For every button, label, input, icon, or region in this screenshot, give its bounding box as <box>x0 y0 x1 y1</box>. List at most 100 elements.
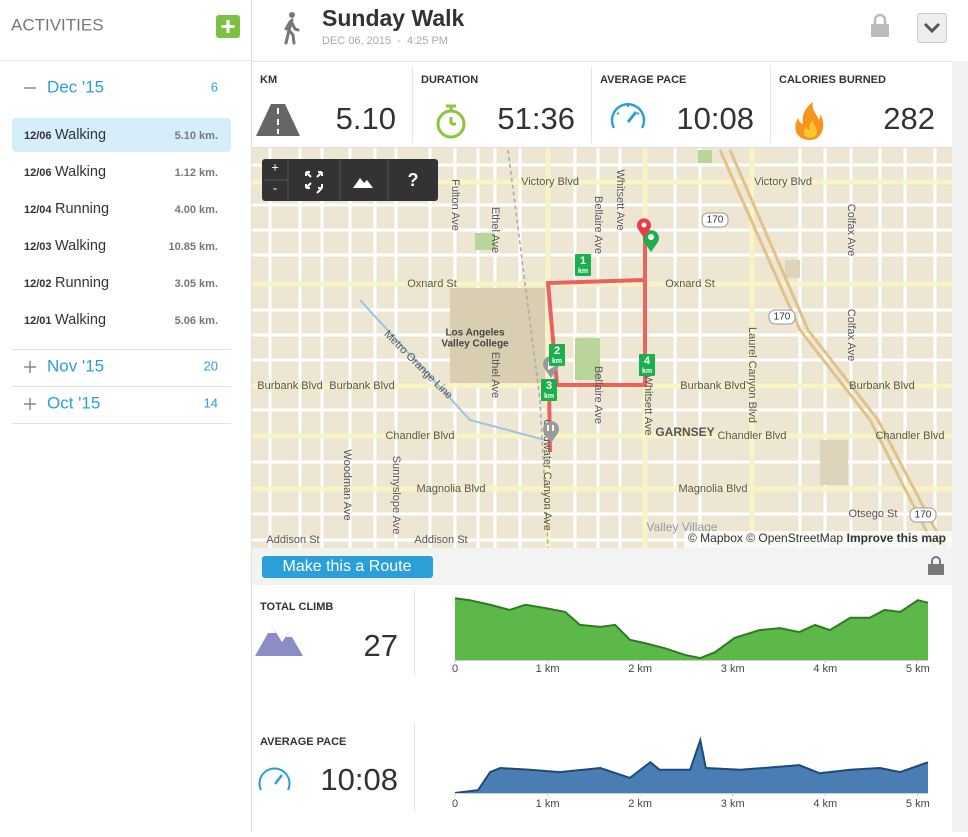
walk-icon <box>284 12 300 45</box>
route-button[interactable] <box>262 556 433 578</box>
activity-type[interactable]: Walking <box>55 127 106 143</box>
x-tick-label: 3 km <box>721 798 745 810</box>
plus-icon[interactable] <box>221 20 235 33</box>
activity-date[interactable]: 12/02 <box>24 278 52 290</box>
area-line <box>454 597 929 660</box>
street-label: Sunnyslope Ave <box>390 456 402 535</box>
expand-icon[interactable] <box>24 398 36 410</box>
railway <box>507 149 549 548</box>
km-marker-number: 1 <box>580 255 586 267</box>
km-marker-unit: km <box>578 268 588 275</box>
lock-icon[interactable] <box>928 556 944 575</box>
chart-summary: 27 <box>364 628 398 663</box>
improve-map-link[interactable]: Improve this map <box>847 531 946 545</box>
km-marker-unit: km <box>642 368 652 375</box>
stopwatch-icon <box>436 104 466 139</box>
map[interactable]: Victory Blvd Victory Blvd Oxnard St Oxnard … <box>252 148 952 548</box>
x-tick-label: 5 km <box>906 663 930 675</box>
pause-pin <box>543 421 560 443</box>
add-activity-button[interactable] <box>216 15 240 38</box>
activity-date[interactable]: 12/06 <box>24 167 52 179</box>
x-tick-label: 4 km <box>813 798 837 810</box>
selected-row[interactable] <box>12 118 231 152</box>
activity-date[interactable]: 12/04 <box>24 204 52 216</box>
street-label: Otsego St <box>849 508 898 520</box>
street-label: Woodman Ave <box>341 449 353 520</box>
area <box>455 598 928 660</box>
km-marker <box>541 379 557 401</box>
activity-date: DEC 06, 2015 - 4:25 PM <box>322 35 448 47</box>
street-label: Burbank Blvd <box>257 380 322 392</box>
km-marker-number: 2 <box>554 345 560 357</box>
stat-value: 10:08 <box>676 101 754 136</box>
street-label: Colfax Ave <box>845 309 857 361</box>
activity-distance[interactable]: 4.00 km. <box>175 204 218 216</box>
activity-date[interactable]: 12/03 <box>24 241 52 253</box>
flame-icon <box>795 102 824 140</box>
chart-title: AVERAGE PACE <box>260 736 346 748</box>
activity-type[interactable]: Running <box>55 201 109 217</box>
road-icon <box>256 104 300 136</box>
campus-label: Los Angeles <box>445 328 505 339</box>
route-button-label[interactable]: Make this a Route <box>283 558 412 575</box>
km-marker <box>639 354 655 376</box>
pace-gauge-icon <box>610 103 646 129</box>
zoom-in[interactable]: + <box>271 159 279 174</box>
x-tick-label: 0 <box>452 663 458 675</box>
stat-label: CALORIES BURNED <box>779 74 886 86</box>
street-label: Valley Village <box>647 520 718 534</box>
x-tick-label: 3 km <box>721 663 745 675</box>
street-label: Bellaire Ave <box>592 196 604 254</box>
activity-distance[interactable]: 3.05 km. <box>175 278 218 290</box>
km-marker-number: 4 <box>644 355 651 367</box>
month-label[interactable]: Oct '15 <box>47 393 100 412</box>
mountain-icon <box>255 626 303 656</box>
month-label[interactable]: Nov '15 <box>47 356 104 375</box>
activity-title: Sunday Walk <box>322 5 464 31</box>
street-label: Magnolia Blvd <box>416 483 485 495</box>
x-tick-label: 1 km <box>536 798 560 810</box>
help-button[interactable]: ? <box>408 170 419 190</box>
controls-bg <box>262 159 438 201</box>
activity-type[interactable]: Walking <box>55 164 106 180</box>
start-pin <box>643 230 659 252</box>
chart-title: TOTAL CLIMB <box>260 601 333 613</box>
activity-distance[interactable]: 5.06 km. <box>175 315 218 327</box>
map-labels: Victory Blvd Victory Blvd Oxnard St Oxnard … <box>257 170 944 546</box>
stat-value: 282 <box>883 101 935 136</box>
activity-date[interactable]: 12/06 <box>24 130 52 142</box>
street-label: Addison St <box>414 534 467 546</box>
street-label: Ethel Ave <box>489 207 501 253</box>
activity-date[interactable]: 12/01 <box>24 315 52 327</box>
street-label: Chandler Blvd <box>385 430 454 442</box>
activity-distance[interactable]: 1.12 km. <box>175 167 218 179</box>
zoom-out[interactable]: - <box>273 180 277 195</box>
month-count: 6 <box>211 79 218 94</box>
block <box>785 260 800 278</box>
transit-line <box>359 299 546 441</box>
scrollbar[interactable] <box>952 61 968 832</box>
street-label: Ethel Ave <box>489 352 501 398</box>
month-label[interactable]: Dec '15 <box>47 77 104 96</box>
km-marker-unit: km <box>544 393 554 400</box>
highway-label: 170 <box>774 312 791 323</box>
street-label: Oxnard St <box>407 278 457 290</box>
activity-type[interactable]: Walking <box>55 238 106 254</box>
x-tick-label: 4 km <box>813 663 837 675</box>
activity-distance[interactable]: 10.85 km. <box>168 241 218 253</box>
street-label: Burbank Blvd <box>329 380 394 392</box>
street-label: Laurel Canyon Blvd <box>746 327 758 423</box>
activity-type[interactable]: Running <box>55 275 109 291</box>
activity-type[interactable]: Walking <box>55 312 106 328</box>
menu-dropdown[interactable] <box>917 13 947 43</box>
fullscreen-button[interactable] <box>305 171 323 194</box>
lock-icon[interactable] <box>871 13 889 37</box>
area-line <box>454 736 929 794</box>
freeway <box>718 149 947 548</box>
terrain-button[interactable] <box>353 178 373 188</box>
activity-distance[interactable]: 5.10 km. <box>175 130 218 142</box>
expand-icon[interactable] <box>24 361 36 373</box>
